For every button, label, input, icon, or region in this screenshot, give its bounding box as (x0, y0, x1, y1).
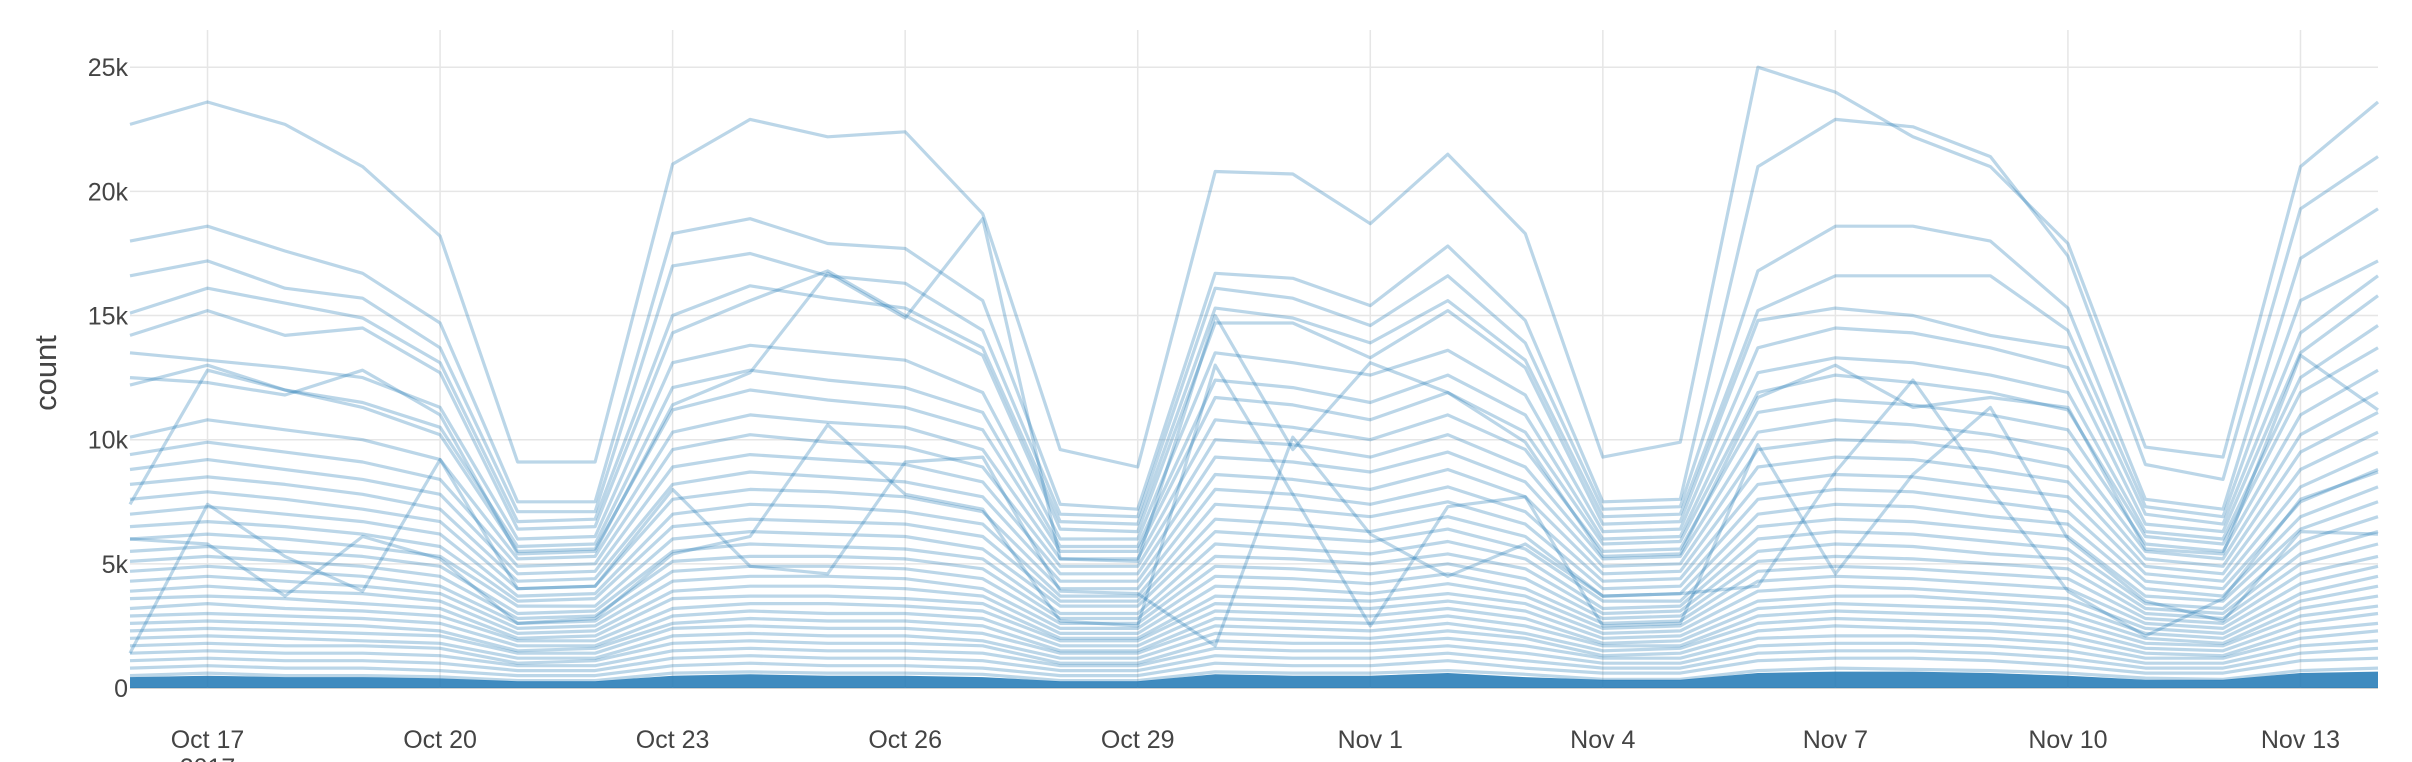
series-line[interactable] (129, 117, 2379, 511)
series-line[interactable] (129, 65, 2380, 469)
series-line[interactable] (129, 639, 2379, 668)
series-line[interactable] (129, 269, 2379, 534)
dense-series-band (130, 671, 2378, 688)
y-tick-label: 0 (114, 675, 128, 703)
series-line[interactable] (129, 324, 2379, 549)
y-tick-label: 25k (88, 54, 129, 82)
series-line[interactable] (129, 207, 2379, 519)
series-line[interactable] (129, 554, 2379, 631)
series-line[interactable] (129, 604, 2379, 653)
x-tick-label: Nov 10 (2028, 726, 2107, 754)
series-line[interactable] (129, 621, 2379, 660)
series-line[interactable] (129, 656, 2379, 678)
x-axis: Oct 172017 Oct 20 Oct 23 Oct 26 Oct 29 Nov 1 N… (171, 726, 2340, 762)
plot-area[interactable] (128, 65, 2380, 688)
y-tick-label: 5k (102, 551, 129, 579)
series-line[interactable] (129, 391, 2379, 568)
y-axis: 0 5k 10k 15k 20k 25k (88, 54, 129, 703)
series-line[interactable] (128, 378, 2379, 654)
y-tick-label: 20k (88, 178, 129, 206)
series-line[interactable] (129, 646, 2379, 673)
x-tick-sublabel: 2017 (180, 754, 236, 762)
series-line[interactable] (129, 542, 2379, 626)
series-line[interactable] (129, 594, 2379, 648)
series-line[interactable] (129, 368, 2379, 561)
series-line[interactable] (129, 629, 2379, 665)
series-line[interactable] (129, 564, 2379, 636)
x-tick-label: Nov 13 (2261, 726, 2340, 754)
x-tick-label: Oct 29 (1101, 726, 1175, 754)
series-line[interactable] (129, 468, 2379, 598)
series-line[interactable] (129, 259, 2379, 526)
y-tick-label: 10k (88, 427, 129, 455)
x-tick-label: Nov 7 (1803, 726, 1868, 754)
x-tick-label: Nov 4 (1570, 726, 1635, 754)
x-tick-label: Nov 1 (1338, 726, 1403, 754)
series-line[interactable] (129, 450, 2379, 591)
x-tick-label: Oct 17 (171, 726, 245, 754)
series-line[interactable] (129, 574, 2379, 640)
series-line[interactable] (129, 217, 2379, 564)
series-line[interactable] (129, 410, 2379, 576)
series-line[interactable] (129, 363, 2379, 628)
series-line[interactable] (129, 430, 2379, 583)
series-line[interactable] (129, 584, 2379, 643)
series-line[interactable] (129, 611, 2379, 655)
series-line[interactable] (129, 500, 2379, 608)
x-tick-label: Oct 26 (868, 726, 942, 754)
series-line[interactable] (129, 530, 2379, 621)
series-line[interactable] (129, 294, 2379, 541)
y-tick-label: 15k (88, 303, 129, 331)
series-line[interactable] (129, 515, 2379, 616)
y-axis-title: count (28, 335, 63, 411)
grid-lines (130, 30, 2378, 689)
series-line[interactable] (128, 346, 2379, 554)
series-line[interactable] (129, 485, 2379, 603)
x-tick-label: Oct 20 (403, 726, 477, 754)
x-tick-label: Oct 23 (636, 726, 710, 754)
series-line[interactable] (129, 666, 2379, 683)
